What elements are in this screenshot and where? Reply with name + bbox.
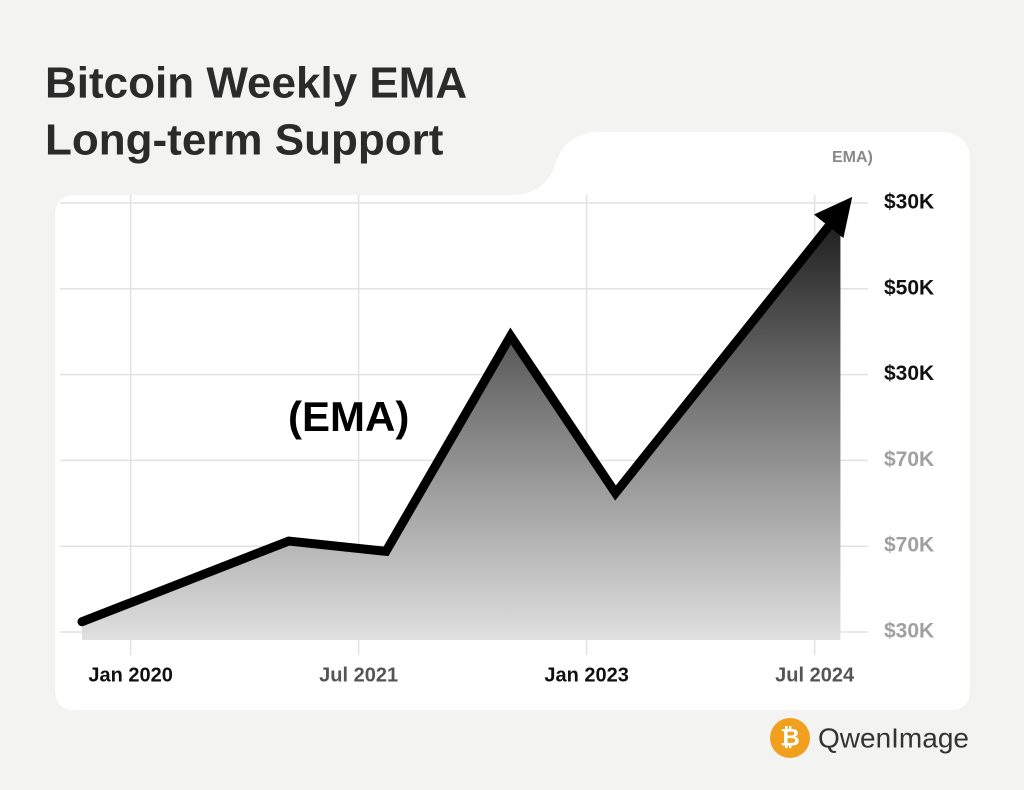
y-tick-label: $50K <box>884 276 934 299</box>
logo-icon <box>770 718 810 758</box>
legend-label: EMA) <box>832 149 873 166</box>
y-tick-label: $30K <box>884 191 934 214</box>
y-tick-label: $30K <box>884 620 934 643</box>
y-tick-label: $70K <box>884 448 934 471</box>
watermark: QwenImage <box>818 722 969 753</box>
y-tick-label: $70K <box>884 534 934 557</box>
x-tick-label: Jan 2023 <box>544 664 629 686</box>
annotation: (EMA) <box>288 393 409 440</box>
line <box>77 196 853 627</box>
logo-symbol: ₿ <box>780 724 800 751</box>
x-tick-label: Jan 2020 <box>88 664 173 686</box>
chart-title: Bitcoin Weekly EMA <box>45 59 467 108</box>
y-tick-label: $30K <box>884 362 934 385</box>
plot: $30K $70K $70K $30K $50K $30K Jan 2020 Jul 2021… <box>60 191 934 686</box>
x-tick-label: Jul 2021 <box>319 664 398 686</box>
x-tick-label: Jul 2024 <box>775 664 855 686</box>
chart-title: Long-term Support <box>45 116 444 165</box>
